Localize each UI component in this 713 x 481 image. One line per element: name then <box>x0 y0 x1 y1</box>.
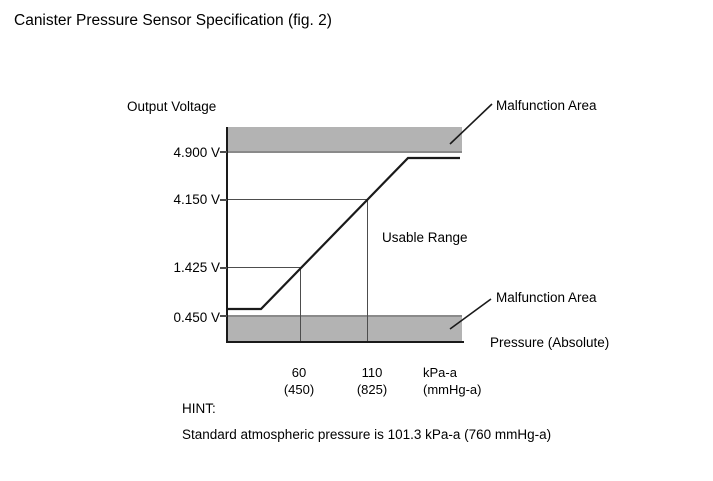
hint-text: Standard atmospheric pressure is 101.3 k… <box>182 427 552 442</box>
x-tick-110: 110 (825) <box>332 347 412 415</box>
malfunction-area-label-bottom: Malfunction Area <box>496 290 597 305</box>
usable-range-label: Usable Range <box>382 230 468 245</box>
malfunction-band-bottom <box>228 315 462 341</box>
y-tick-label-4900: 4.900 V <box>173 145 220 160</box>
x-unit-labels: kPa-a (mmHg-a) <box>423 347 503 415</box>
figure-title: Canister Pressure Sensor Specification (… <box>14 12 332 29</box>
reference-line-vertical-110 <box>367 200 368 341</box>
x-unit-kpa: kPa-a <box>423 365 457 380</box>
x-unit-mmhg: (mmHg-a) <box>423 382 482 397</box>
x-tick-110-kpa: 110 <box>361 365 383 380</box>
reference-line-horizontal-4150 <box>228 199 368 200</box>
y-tick-label-1425: 1.425 V <box>173 260 220 275</box>
hint-heading: HINT: <box>182 401 216 416</box>
x-tick-110-mmhg: (825) <box>356 382 388 397</box>
x-axis-line <box>226 341 464 343</box>
x-tick-60-mmhg: (450) <box>283 382 315 397</box>
y-tick-label-4150: 4.150 V <box>173 192 220 207</box>
y-tick-label-0450: 0.450 V <box>173 310 220 325</box>
y-tickmark-1425 <box>220 267 227 269</box>
reference-line-horizontal-1425 <box>228 267 301 268</box>
malfunction-band-top <box>228 127 462 153</box>
y-tickmark-0450 <box>220 315 227 317</box>
x-axis-label: Pressure (Absolute) <box>490 335 610 350</box>
y-tickmark-4150 <box>220 199 227 201</box>
reference-line-vertical-60 <box>300 268 301 341</box>
y-axis-label: Output Voltage <box>127 99 217 114</box>
malfunction-area-label-top: Malfunction Area <box>496 98 597 113</box>
y-tickmark-4900 <box>220 151 227 153</box>
x-tick-60: 60 (450) <box>259 347 339 415</box>
y-axis-line <box>226 127 228 343</box>
x-tick-60-kpa: 60 <box>291 365 307 380</box>
